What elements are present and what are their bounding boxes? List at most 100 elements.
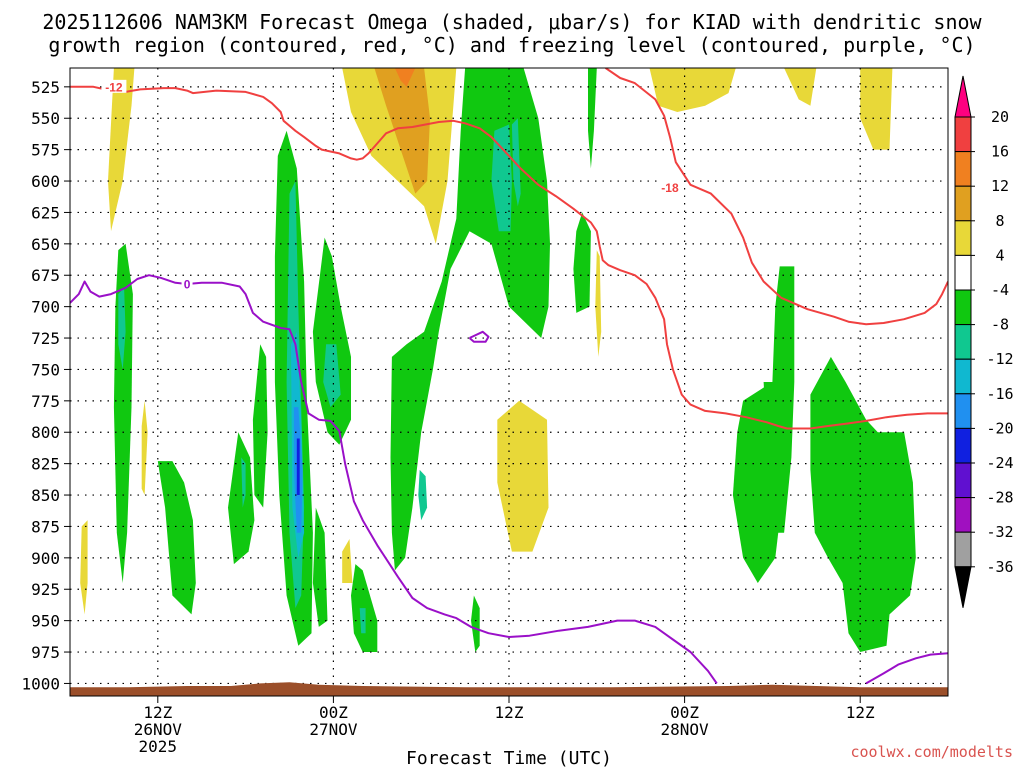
x-tick-label-18-0: 00Z — [319, 703, 348, 722]
colorbar-bin-11 — [954, 462, 972, 499]
omega-region-30 — [511, 118, 521, 207]
omega-region-17 — [252, 344, 268, 508]
y-tick-label-875: 875 — [31, 517, 60, 536]
omega-region-1 — [80, 520, 88, 615]
omega-region-25 — [312, 507, 328, 627]
omega-region-24 — [323, 344, 341, 408]
colorbar-label-9: -20 — [986, 419, 1013, 437]
omega-region-33 — [573, 212, 591, 313]
omega-region-23 — [312, 237, 351, 445]
y-tick-label-825: 825 — [31, 455, 60, 474]
omega-region-26 — [351, 564, 378, 652]
omega-region-6 — [394, 68, 416, 87]
y-tick-label-775: 775 — [31, 392, 60, 411]
colorbar-label-13: -36 — [986, 558, 1013, 576]
omega-region-37 — [810, 356, 916, 652]
omega-region-34 — [588, 68, 597, 169]
colorbar-bin-14 — [954, 566, 972, 608]
y-tick-label-625: 625 — [31, 203, 60, 222]
x-tick-label-18-1: 27NOV — [309, 720, 358, 739]
freezing-contour-1 — [865, 652, 948, 685]
omega-region-0 — [108, 68, 135, 232]
colorbar-label-11: -28 — [986, 489, 1013, 507]
y-tick-label-675: 675 — [31, 266, 60, 285]
dendritic-contour-label-bg-1 — [657, 180, 683, 194]
colorbar-label-3: 8 — [995, 212, 1004, 230]
omega-region-32 — [471, 595, 480, 652]
colorbar-bin-4 — [954, 220, 972, 256]
y-tick-label-1000: 1000 — [21, 674, 60, 693]
colorbar: 20 16 12 8 4 -4 -8 -12 -16 -20 -24 -28 -32 -36 — [954, 75, 1014, 608]
omega-region-13 — [118, 287, 126, 370]
omega-region-36 — [763, 266, 795, 533]
ground-fill — [70, 682, 948, 696]
x-tick-label-6-0: 12Z — [143, 703, 172, 722]
colorbar-label-8: -16 — [986, 385, 1013, 403]
colorbar-label-10: -24 — [986, 454, 1013, 472]
colorbar-bin-5 — [954, 254, 972, 291]
omega-region-7 — [497, 400, 549, 552]
dendritic-contour-1 — [605, 68, 948, 326]
omega-region-29 — [491, 124, 512, 232]
y-tick-label-900: 900 — [31, 549, 60, 568]
y-tick-label-725: 725 — [31, 329, 60, 348]
colorbar-bin-8 — [954, 358, 972, 395]
y-tick-label-925: 925 — [31, 580, 60, 599]
colorbar-bin-7 — [954, 324, 972, 360]
colorbar-label-12: -32 — [986, 523, 1013, 541]
ground-surface — [70, 682, 948, 696]
x-axis-label: Forecast Time (UTC) — [406, 748, 612, 768]
colorbar-bin-1 — [954, 116, 972, 153]
x-tick-label-6-2: 2025 — [139, 737, 178, 756]
x-tick-label-6-1: 26NOV — [134, 720, 183, 739]
omega-region-16 — [241, 457, 246, 508]
x-tick-label-30-0: 12Z — [495, 703, 524, 722]
freezing-contour-2 — [468, 330, 490, 343]
y-axis: 525 550 575 600 625 650 675 700 725 750 775 800 825 8… — [21, 78, 70, 693]
omega-shading — [80, 68, 916, 652]
colorbar-bin-0 — [954, 75, 972, 118]
omega-region-10 — [784, 68, 817, 106]
y-tick-label-850: 850 — [31, 486, 60, 505]
colorbar-bin-2 — [954, 151, 972, 187]
omega-region-3 — [342, 539, 353, 583]
colorbar-label-2: 12 — [991, 177, 1009, 195]
credit-text: coolwx.com/modelts — [850, 743, 1013, 761]
y-tick-label-750: 750 — [31, 360, 60, 379]
freezing-contour-label-0: 0 — [184, 278, 191, 292]
chart-title-line-2: growth region (contoured, red, °C) and f… — [48, 33, 975, 57]
colorbar-bin-6 — [954, 289, 972, 326]
dendritic-contour-label-bg-0 — [101, 79, 127, 93]
dendritic-contour-0 — [70, 85, 948, 430]
y-tick-label-800: 800 — [31, 423, 60, 442]
freezing-contour-label-bg-0 — [181, 277, 193, 291]
contour-lines: -12 -18 0 — [70, 68, 948, 685]
y-tick-label-975: 975 — [31, 643, 60, 662]
colorbar-bin-9 — [954, 393, 972, 429]
colorbar-bin-10 — [954, 427, 972, 464]
y-tick-label-950: 950 — [31, 612, 60, 631]
x-tick-label-42-0: 00Z — [670, 703, 699, 722]
y-tick-label-550: 550 — [31, 109, 60, 128]
y-tick-label-600: 600 — [31, 172, 60, 191]
chart-title-line-1: 2025112606 NAM3KM Forecast Omega (shaded… — [42, 10, 982, 34]
colorbar-label-1: 16 — [991, 143, 1009, 161]
dendritic-contour-label-0: -12 — [105, 80, 123, 94]
colorbar-label-5: -4 — [991, 281, 1009, 299]
omega-region-11 — [860, 68, 893, 150]
y-tick-label-700: 700 — [31, 298, 60, 317]
dendritic-contour-label-1: -18 — [661, 181, 679, 195]
y-tick-label-650: 650 — [31, 235, 60, 254]
omega-region-2 — [141, 400, 148, 495]
omega-region-15 — [228, 432, 255, 565]
colorbar-bin-13 — [954, 531, 972, 568]
omega-region-14 — [157, 461, 196, 615]
omega-region-5 — [374, 68, 430, 194]
omega-region-22 — [296, 438, 300, 495]
freezing-contour-0 — [70, 274, 718, 684]
plot-area: -12 -18 0 — [70, 68, 948, 696]
colorbar-label-7: -12 — [986, 350, 1013, 368]
y-tick-label-525: 525 — [31, 78, 60, 97]
